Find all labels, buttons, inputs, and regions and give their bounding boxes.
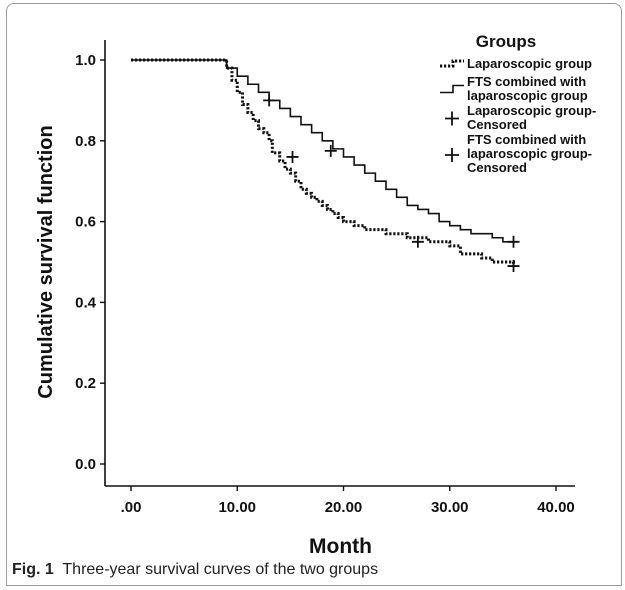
y-axis-title: Cumulative survival function xyxy=(35,125,57,398)
legend-entry-label: Laparoscopic group-Censored xyxy=(467,103,596,132)
legend-entry-line: Laparoscopic group xyxy=(467,56,592,71)
legend-entry-label: FTS combined with laparoscopic group xyxy=(467,74,588,103)
y-tick-label: 0.8 xyxy=(75,133,96,150)
x-axis-title: Month xyxy=(309,535,372,558)
legend-entry-label: FTS combined with laparoscopic group-Cens… xyxy=(467,132,592,175)
legend-swatch-dotted xyxy=(440,59,464,68)
y-tick-label: 0.2 xyxy=(75,375,96,392)
caption-label: Fig. 1 xyxy=(12,561,54,578)
x-tick-label: .00 xyxy=(121,499,142,516)
laparoscopic-curve xyxy=(131,58,515,267)
axes: 0.0 0.2 0.4 0.6 0.8 1.0 .00 10.00 20.00 30.00 40.0… xyxy=(35,40,575,558)
series-layer xyxy=(131,58,520,273)
legend-swatch-plus xyxy=(445,111,459,126)
censored-mark xyxy=(411,235,424,248)
figure-frame xyxy=(6,3,622,586)
censored-mark xyxy=(507,235,520,248)
legend-entry-line: Censored xyxy=(467,117,527,132)
legend-entry-line: FTS combined with xyxy=(467,132,586,147)
fts-laparoscopic-curve xyxy=(131,59,514,243)
x-tick-label: 30.00 xyxy=(431,499,469,516)
caption-text: Three-year survival curves of the two gr… xyxy=(62,561,379,578)
y-tick-label: 0.0 xyxy=(75,456,96,473)
censored-mark xyxy=(324,144,337,157)
legend: Groups Laparoscopic group FTS combined wit… xyxy=(440,32,596,175)
y-tick-label: 0.6 xyxy=(75,214,96,231)
legend-swatch-solid xyxy=(440,84,464,94)
legend-entry-line: laparoscopic group- xyxy=(467,146,592,161)
x-tick-label: 10.00 xyxy=(218,499,256,516)
legend-entry-label: Laparoscopic group xyxy=(467,56,592,71)
censored-mark xyxy=(286,150,299,163)
censored-mark xyxy=(507,260,520,273)
figure-caption: Fig. 1 Three-year survival curves of the… xyxy=(12,561,378,579)
x-tick-label: 40.00 xyxy=(537,499,575,516)
legend-entry-line: Laparoscopic group- xyxy=(467,103,596,118)
y-tick-label: 1.0 xyxy=(75,52,96,69)
legend-entry-line: FTS combined with xyxy=(467,74,586,89)
censored-mark xyxy=(263,94,276,107)
legend-entry-line: laparoscopic group xyxy=(467,88,588,103)
legend-swatch-plus xyxy=(445,148,459,162)
x-tick-label: 20.00 xyxy=(325,499,363,516)
legend-title: Groups xyxy=(476,32,536,51)
y-tick-label: 0.4 xyxy=(75,294,97,311)
legend-entry-line: Censored xyxy=(467,160,527,175)
